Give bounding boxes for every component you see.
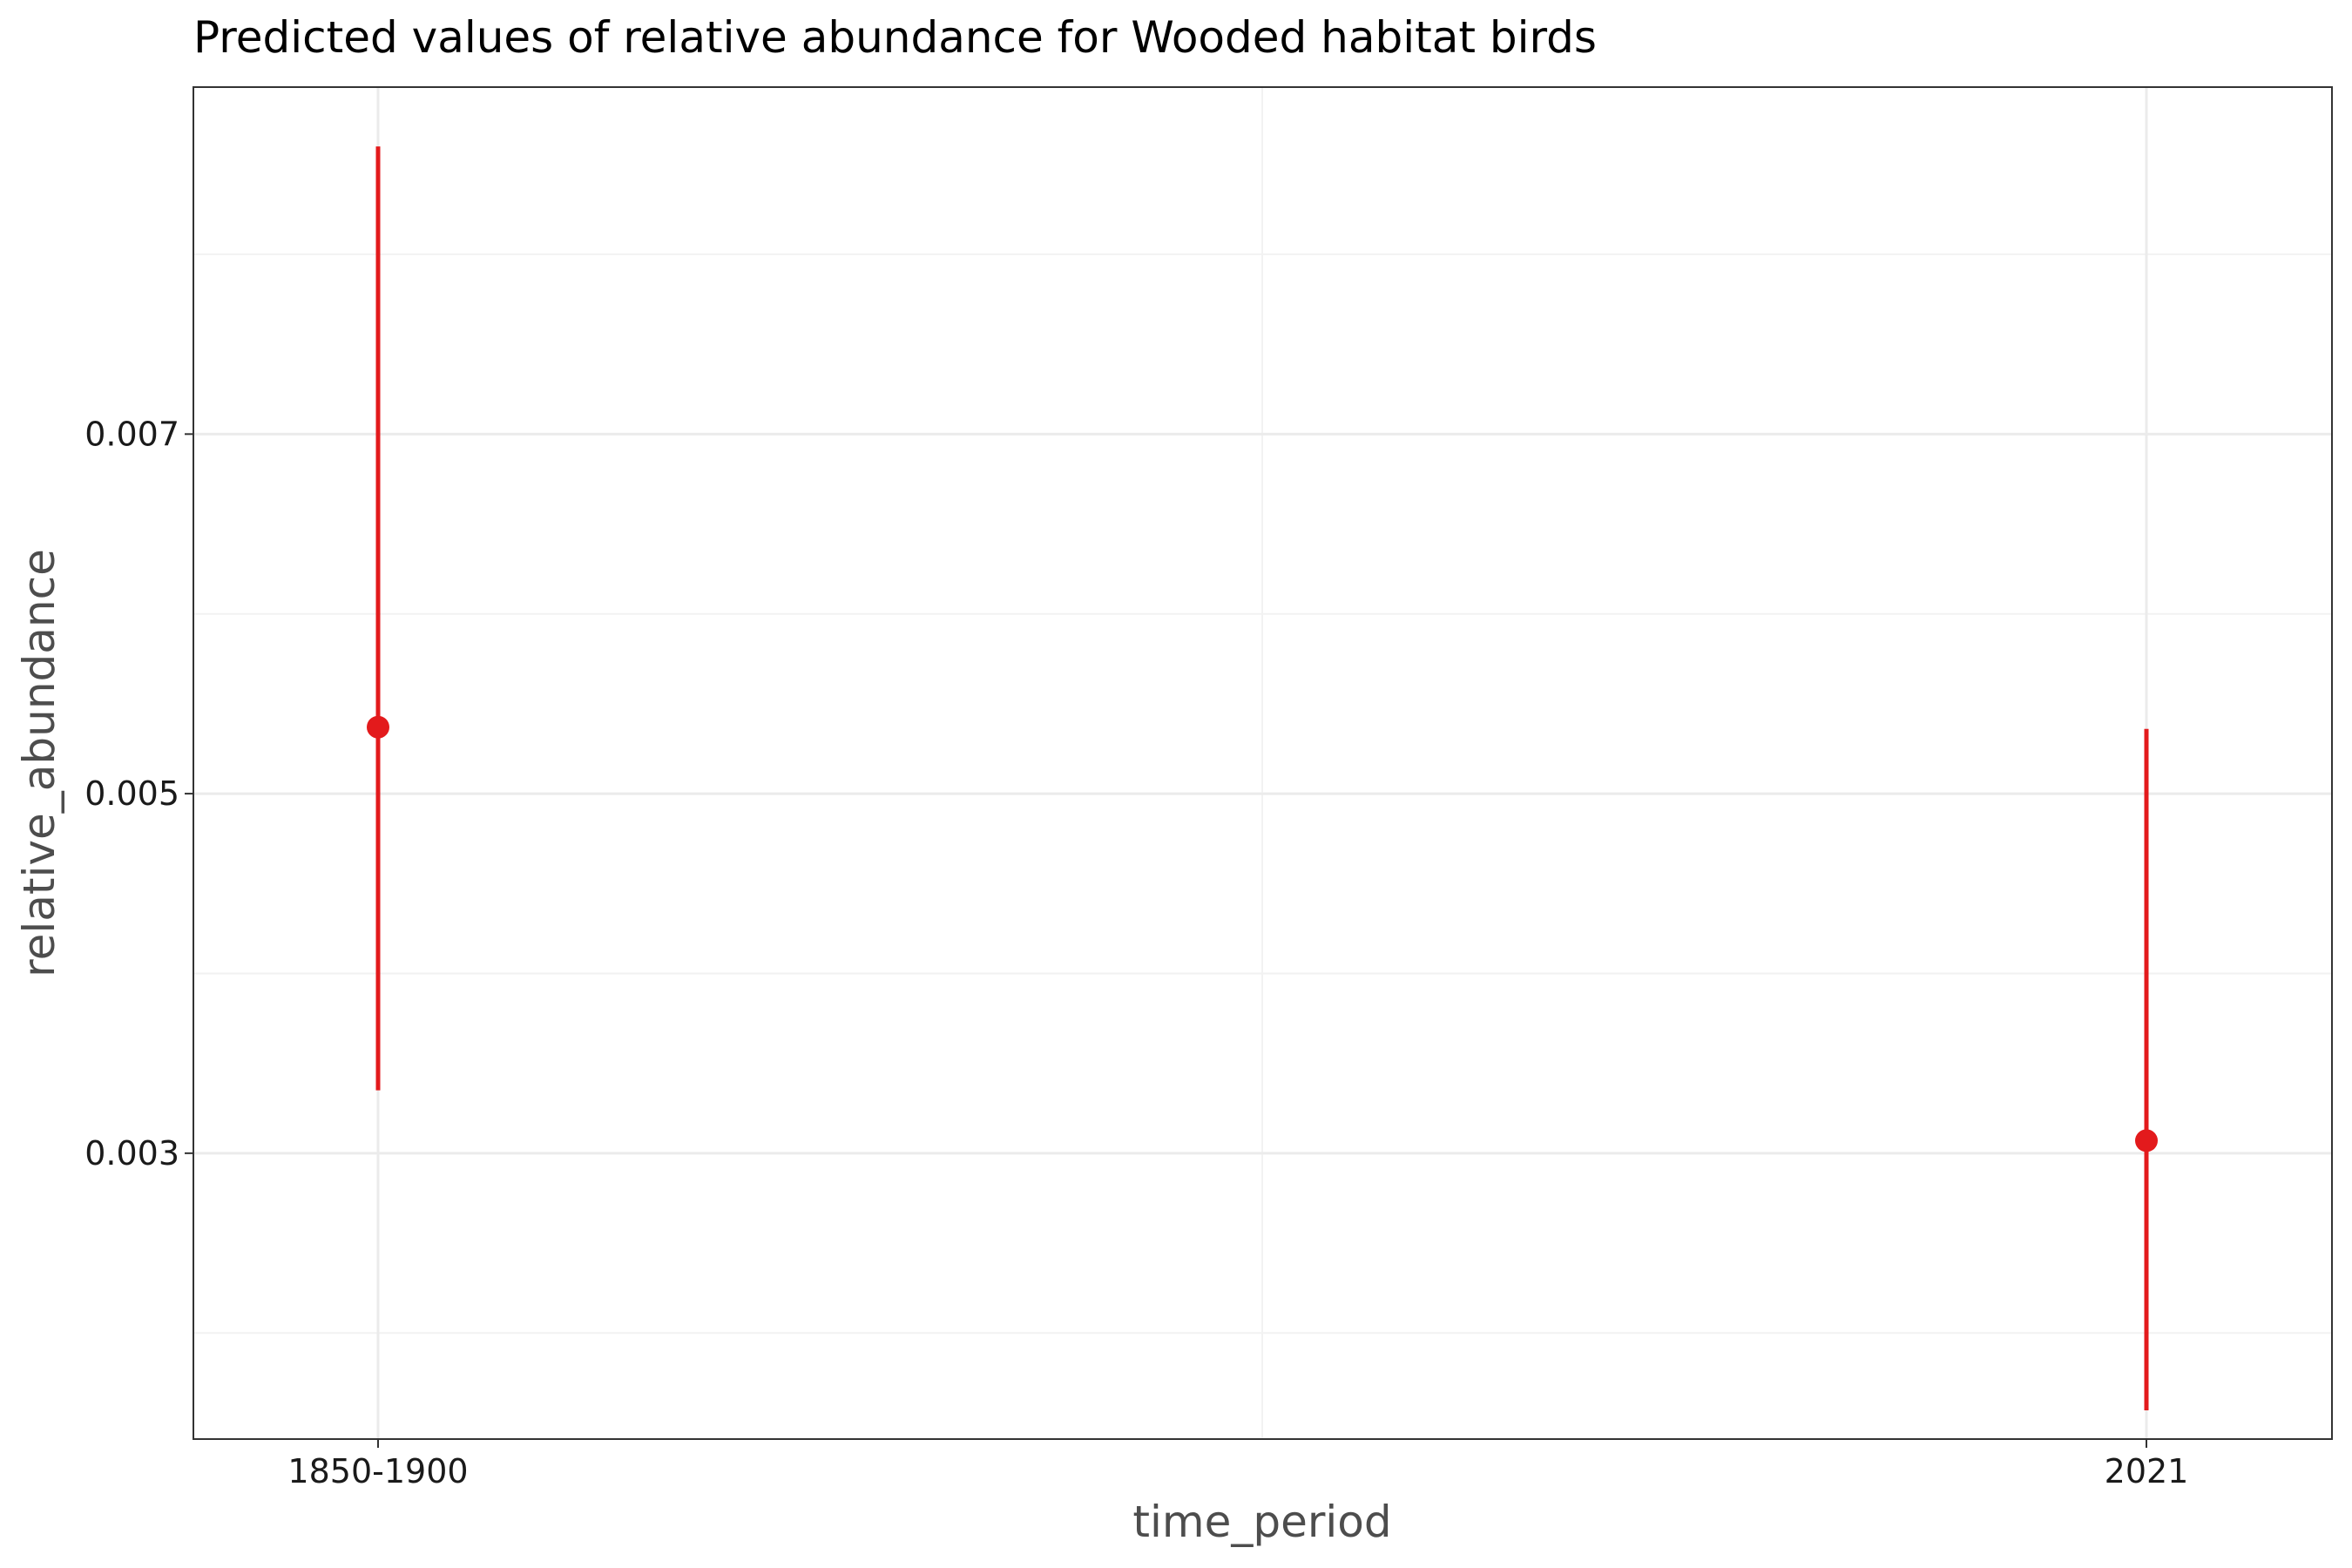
data-point xyxy=(2135,1129,2158,1152)
axes: 0.003 0.005 0.007 1850-1900 2021 xyxy=(84,415,2188,1490)
x-tick-label: 1850-1900 xyxy=(287,1452,468,1490)
x-axis-title: time_period xyxy=(1132,1497,1391,1547)
y-tick-label: 0.003 xyxy=(84,1134,179,1173)
y-tick-label: 0.007 xyxy=(84,415,179,453)
data-marks xyxy=(367,146,2158,1410)
chart-title: Predicted values of relative abundance f… xyxy=(193,12,1597,63)
panel-border xyxy=(193,86,2333,1440)
y-tick-label: 0.005 xyxy=(84,774,179,813)
grid xyxy=(193,87,2332,1439)
x-tick-label: 2021 xyxy=(2105,1452,2189,1490)
data-point xyxy=(367,715,389,739)
y-axis-title: relative_abundance xyxy=(14,549,64,977)
